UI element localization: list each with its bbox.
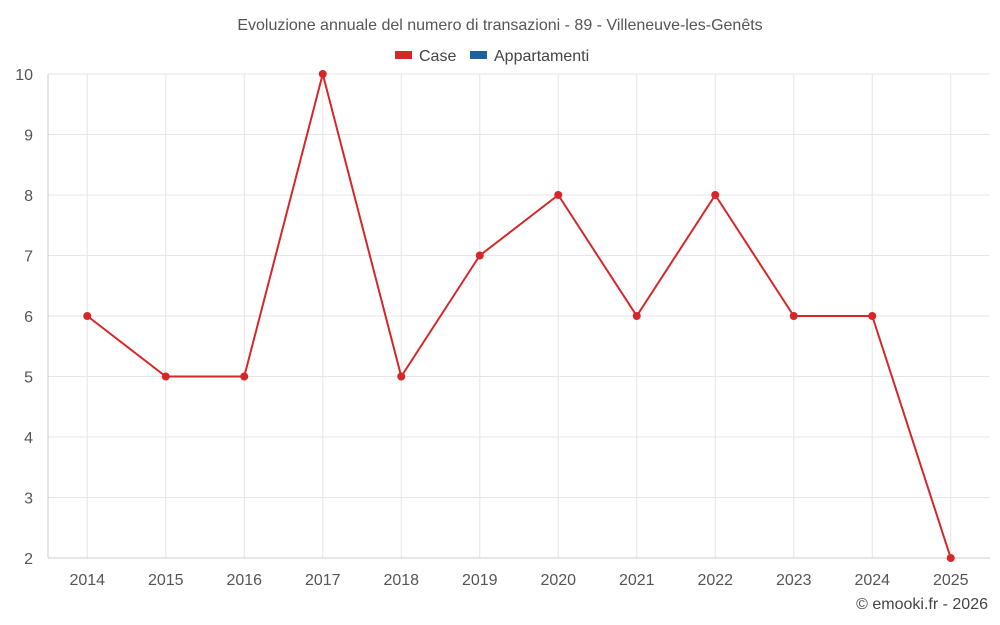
data-point-case[interactable] bbox=[554, 191, 563, 199]
series-layer bbox=[83, 70, 955, 562]
data-point-case[interactable] bbox=[632, 312, 641, 320]
data-point-case[interactable] bbox=[946, 554, 955, 562]
y-tick-label: 7 bbox=[24, 249, 33, 266]
x-tick-label: 2016 bbox=[226, 572, 262, 589]
data-point-case[interactable] bbox=[240, 372, 249, 381]
data-point-case[interactable] bbox=[868, 312, 877, 320]
grid bbox=[48, 73, 990, 559]
x-tick-label: 2025 bbox=[933, 572, 969, 589]
legend-swatch-appartamenti bbox=[470, 51, 487, 59]
legend-swatch-case bbox=[395, 51, 412, 59]
x-tick-label: 2020 bbox=[540, 572, 576, 589]
x-tick-label: 2021 bbox=[619, 572, 655, 589]
y-tick-label: 2 bbox=[24, 551, 33, 568]
series-line-case bbox=[86, 73, 952, 559]
data-point-case[interactable] bbox=[83, 312, 92, 320]
legend: Case Appartamenti bbox=[395, 48, 589, 65]
x-tick-label: 2023 bbox=[776, 572, 812, 589]
x-tick-label: 2019 bbox=[462, 572, 498, 589]
x-tick-label: 2024 bbox=[854, 572, 890, 589]
x-tick-label: 2014 bbox=[69, 572, 105, 589]
y-tick-label: 8 bbox=[24, 188, 33, 205]
y-tick-label: 6 bbox=[24, 309, 33, 326]
legend-label-appartamenti[interactable]: Appartamenti bbox=[494, 48, 589, 65]
x-tick-label: 2015 bbox=[148, 572, 184, 589]
y-tick-label: 4 bbox=[24, 430, 33, 447]
data-point-case[interactable] bbox=[789, 312, 798, 320]
x-tick-label: 2022 bbox=[697, 572, 733, 589]
data-point-case[interactable] bbox=[397, 372, 406, 381]
y-tick-label: 10 bbox=[15, 67, 33, 84]
legend-label-case[interactable]: Case bbox=[419, 48, 456, 65]
credit-text: © emooki.fr - 2026 bbox=[856, 596, 988, 613]
data-point-case[interactable] bbox=[475, 251, 484, 260]
data-point-case[interactable] bbox=[711, 191, 720, 199]
data-point-case[interactable] bbox=[318, 70, 327, 78]
x-tick-label: 2017 bbox=[305, 572, 341, 589]
x-tick-label: 2018 bbox=[383, 572, 419, 589]
data-point-case[interactable] bbox=[161, 372, 170, 381]
y-tick-label: 3 bbox=[24, 491, 33, 508]
y-tick-label: 9 bbox=[24, 128, 33, 145]
axes: 2 3 4 5 6 7 8 9 10 2014 2015 2016 2017 2018 2019 2020 20… bbox=[15, 67, 990, 589]
chart-title: Evoluzione annuale del numero di transaz… bbox=[237, 17, 762, 34]
y-tick-label: 5 bbox=[24, 370, 33, 387]
